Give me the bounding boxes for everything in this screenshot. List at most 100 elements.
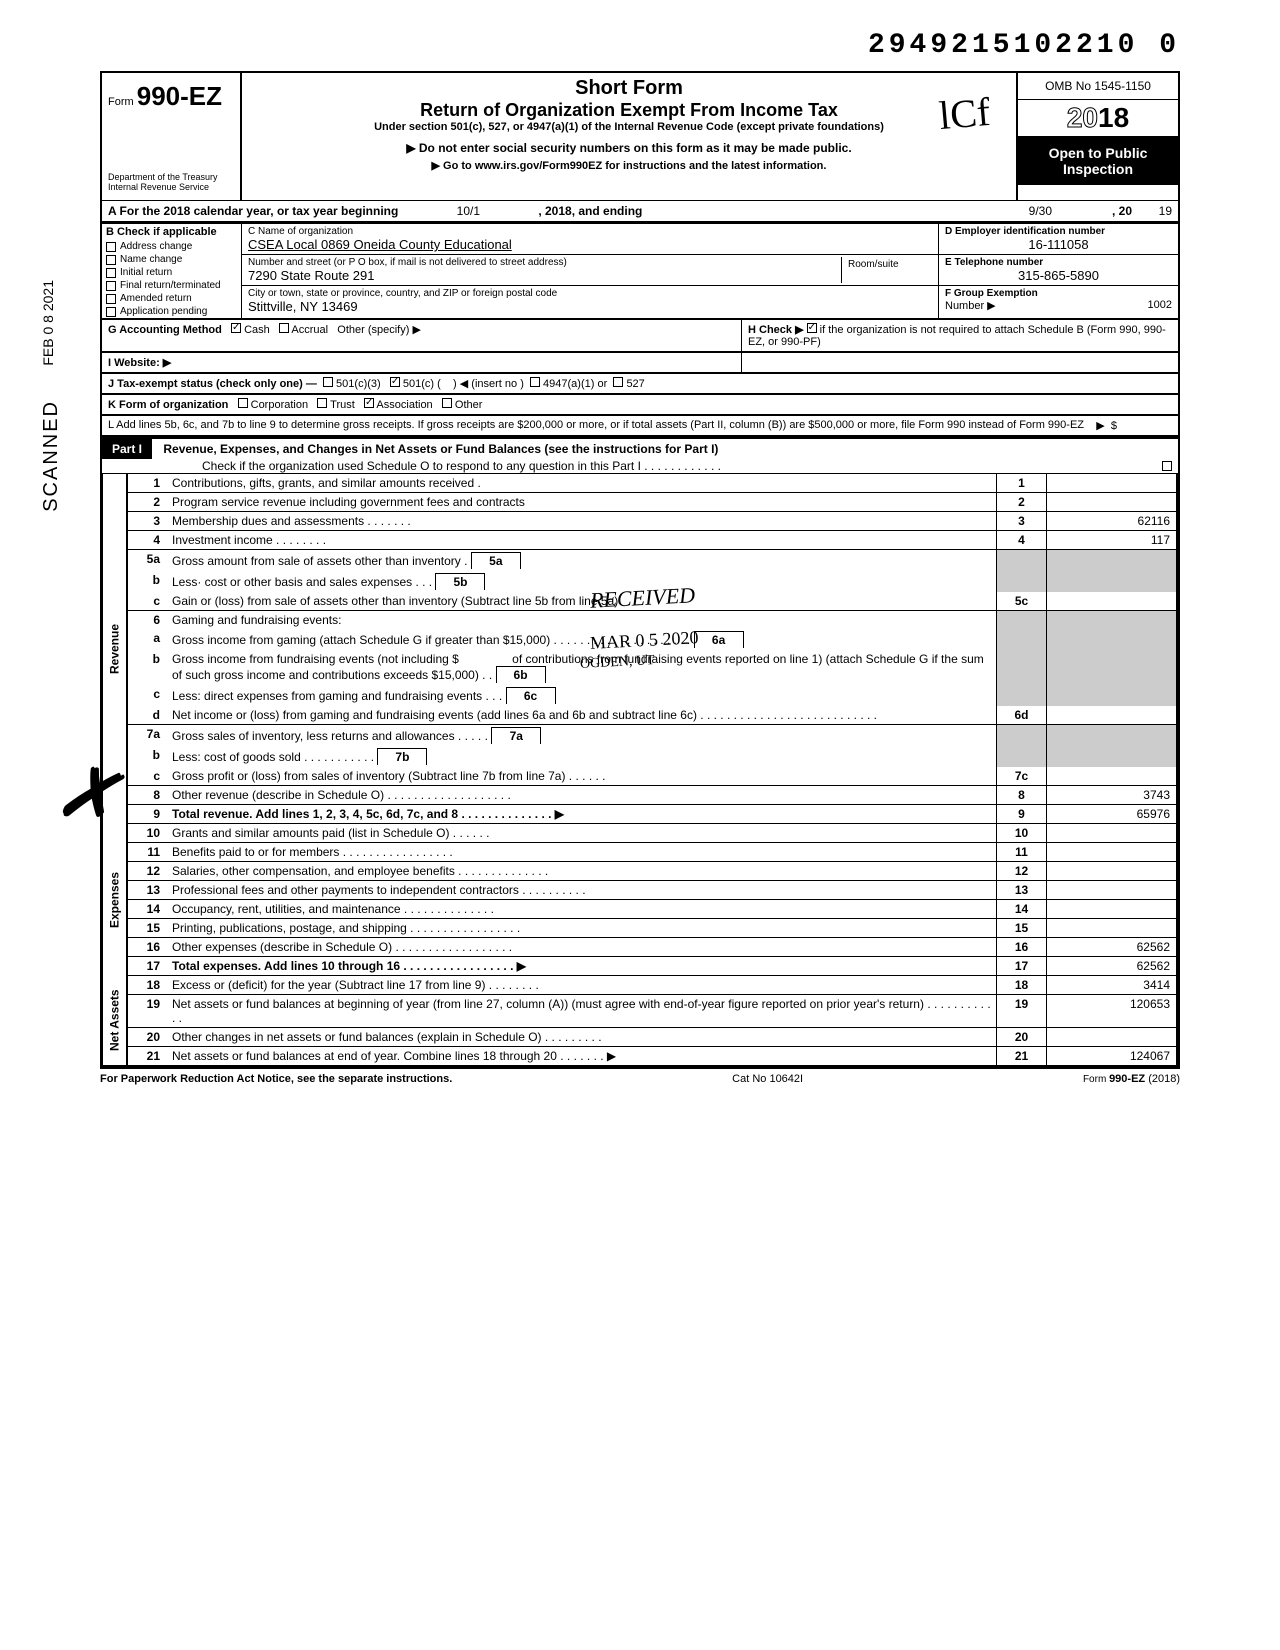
f-label: F Group Exemption: [945, 288, 1038, 299]
org-info-grid: B Check if applicable Address change Nam…: [100, 222, 1180, 318]
ln6b-text1: Gross income from fundraising events (no…: [172, 652, 459, 666]
chk-name-change[interactable]: [106, 255, 116, 265]
ln18-text: Excess or (deficit) for the year (Subtra…: [168, 976, 996, 994]
ln11-amt: [1046, 843, 1176, 861]
ln7a-text: Gross sales of inventory, less returns a…: [172, 729, 488, 743]
ln5a-text: Gross amount from sale of assets other t…: [172, 554, 467, 568]
form-prefix: Form: [108, 96, 134, 108]
chk-other-org[interactable]: [442, 398, 452, 408]
c-city-label: City or town, state or province, country…: [248, 288, 932, 299]
opt-cash: Cash: [244, 324, 270, 336]
chk-sched-o[interactable]: [1162, 461, 1172, 471]
ln7a-box: [996, 725, 1046, 746]
ln7b-text: Less: cost of goods sold . . . . . . . .…: [172, 750, 374, 764]
ln6a-amt: [1046, 629, 1176, 650]
dept-treasury: Department of the Treasury Internal Reve…: [108, 172, 234, 192]
open-to-public: Open to Public Inspection: [1018, 137, 1178, 185]
ln3-num: 3: [128, 512, 168, 530]
ln2-text: Program service revenue including govern…: [168, 493, 996, 511]
ln9-text: Total revenue. Add lines 1, 2, 3, 4, 5c,…: [168, 805, 996, 823]
chk-accrual[interactable]: [279, 323, 289, 333]
j-label: J Tax-exempt status (check only one) —: [108, 378, 317, 390]
chk-4947[interactable]: [530, 377, 540, 387]
chk-final[interactable]: [106, 281, 116, 291]
ln14-amt: [1046, 900, 1176, 918]
ln17-num: 17: [128, 957, 168, 975]
chk-sched-b[interactable]: [807, 323, 817, 333]
ln18-num: 18: [128, 976, 168, 994]
ln7c-box: 7c: [996, 767, 1046, 785]
ln6-num: 6: [128, 611, 168, 629]
l-text: L Add lines 5b, 6c, and 7b to line 9 to …: [108, 419, 1084, 431]
ln2-amt: [1046, 493, 1176, 511]
ln6b-num: b: [128, 650, 168, 685]
ln6-box: [996, 611, 1046, 629]
ln5c-amt: [1046, 592, 1176, 610]
room-label: Room/suite: [848, 259, 926, 270]
expenses-tab: Expenses: [102, 824, 126, 976]
ln6c-text: Less: direct expenses from gaming and fu…: [172, 689, 502, 703]
ln21-box: 21: [996, 1047, 1046, 1065]
c-addr-label: Number and street (or P O box, if mail i…: [248, 257, 841, 268]
opt-527: 527: [626, 378, 644, 390]
opt-assoc: Association: [376, 399, 432, 411]
scanned-stamp: SCANNED: [40, 400, 63, 512]
ln12-amt: [1046, 862, 1176, 880]
ln15-text: Printing, publications, postage, and shi…: [168, 919, 996, 937]
group-exemption: 1002: [1148, 299, 1172, 312]
ln15-amt: [1046, 919, 1176, 937]
chk-501c3[interactable]: [323, 377, 333, 387]
part1-header-row: Part I Revenue, Expenses, and Changes in…: [100, 437, 1180, 474]
chk-cash[interactable]: [231, 323, 241, 333]
line-a-mid: , 2018, and ending: [538, 204, 642, 218]
ln6d-text: Net income or (loss) from gaming and fun…: [168, 706, 996, 724]
ln5b-amt: [1046, 571, 1176, 592]
ln15-box: 15: [996, 919, 1046, 937]
row-l: L Add lines 5b, 6c, and 7b to line 9 to …: [100, 414, 1180, 437]
ln6c-amt: [1046, 685, 1176, 706]
ln13-box: 13: [996, 881, 1046, 899]
chk-address-change[interactable]: [106, 242, 116, 252]
line-a-yr: , 20: [1052, 204, 1132, 218]
ln14-num: 14: [128, 900, 168, 918]
ln10-num: 10: [128, 824, 168, 842]
opt-4947: 4947(a)(1) or: [543, 378, 607, 390]
ln19-box: 19: [996, 995, 1046, 1027]
chk-527[interactable]: [613, 377, 623, 387]
chk-corp[interactable]: [238, 398, 248, 408]
opt-final: Final return/terminated: [120, 280, 221, 291]
ln7a-ibox: 7a: [491, 727, 541, 744]
g-label: G Accounting Method: [108, 324, 222, 336]
ln5a-ibox: 5a: [471, 552, 521, 569]
row-i: I Website: ▶: [100, 351, 1180, 372]
chk-501c[interactable]: [390, 377, 400, 387]
chk-amended[interactable]: [106, 294, 116, 304]
ln8-num: 8: [128, 786, 168, 804]
ln3-amt: 62116: [1046, 512, 1176, 530]
b-label: B Check if applicable: [102, 224, 241, 240]
ln13-text: Professional fees and other payments to …: [168, 881, 996, 899]
part1-badge: Part I: [102, 439, 152, 459]
chk-pending[interactable]: [106, 307, 116, 317]
ln7b-ibox: 7b: [377, 748, 427, 765]
opt-corp: Corporation: [251, 399, 308, 411]
chk-initial[interactable]: [106, 268, 116, 278]
dln-number: 2949215102210 0: [100, 30, 1180, 61]
ln11-num: 11: [128, 843, 168, 861]
ln5b-box: [996, 571, 1046, 592]
ln8-text: Other revenue (describe in Schedule O) .…: [168, 786, 996, 804]
net-assets-section: Net Assets 18Excess or (deficit) for the…: [100, 976, 1180, 1067]
ln6d-num: d: [128, 706, 168, 724]
ln5a-box: [996, 550, 1046, 571]
chk-assoc[interactable]: [364, 398, 374, 408]
form-page: 2949215102210 0 lCf Form 990-EZ Departme…: [100, 30, 1180, 1085]
ln7c-amt: [1046, 767, 1176, 785]
page-footer: For Paperwork Reduction Act Notice, see …: [100, 1067, 1180, 1085]
scan-date-stamp: FEB 0 8 2021: [40, 280, 56, 366]
subtitle: Under section 501(c), 527, or 4947(a)(1)…: [252, 121, 1006, 133]
ln5b-ibox: 5b: [435, 573, 485, 590]
ln19-text: Net assets or fund balances at beginning…: [168, 995, 996, 1027]
ln6d-box: 6d: [996, 706, 1046, 724]
chk-trust[interactable]: [317, 398, 327, 408]
opt-501c3: 501(c)(3): [336, 378, 381, 390]
